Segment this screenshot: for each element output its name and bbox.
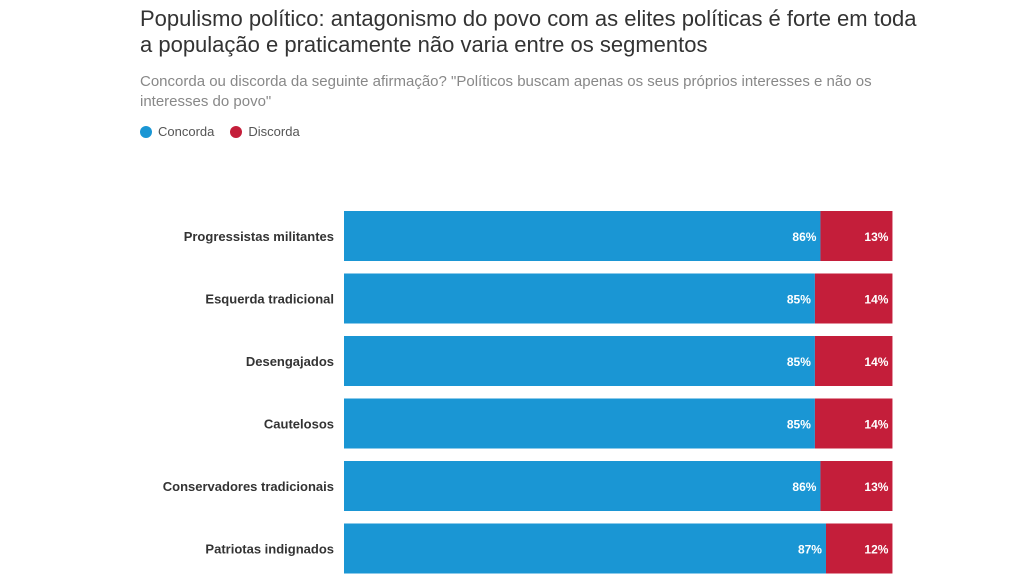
data-label-discorda: 12% bbox=[864, 543, 888, 557]
data-label-concorda: 85% bbox=[787, 355, 811, 369]
bar-concorda-progressistas-militantes bbox=[344, 211, 821, 261]
legend-item-concorda: Concorda bbox=[140, 124, 214, 139]
bar-concorda-desengajados bbox=[344, 336, 815, 386]
chart-subtitle: Concorda ou discorda da seguinte afirmaç… bbox=[140, 73, 872, 110]
legend-swatch-discorda bbox=[230, 125, 243, 138]
bar-discorda-patriotas-indignados bbox=[825, 523, 893, 574]
bar-concorda-esquerda-tradicional bbox=[344, 273, 815, 324]
chart-header: Populismo político: antagonismo do povo … bbox=[140, 6, 920, 139]
bar-discorda-conservadores-tradicionais bbox=[820, 461, 893, 511]
data-label-concorda: 85% bbox=[787, 293, 811, 307]
legend-label-concorda: Concorda bbox=[158, 124, 215, 139]
chart-title: Populismo político: antagonismo do povo … bbox=[140, 6, 917, 57]
category-label: Esquerda tradicional bbox=[205, 292, 334, 307]
data-label-concorda: 85% bbox=[787, 418, 811, 432]
data-label-concorda: 86% bbox=[792, 480, 816, 494]
bar-concorda-conservadores-tradicionais bbox=[344, 461, 821, 511]
legend-item-discorda: Discorda bbox=[230, 124, 300, 139]
bar-discorda-progressistas-militantes bbox=[820, 211, 893, 261]
data-label-discorda: 14% bbox=[864, 293, 888, 307]
data-label-discorda: 14% bbox=[864, 418, 888, 432]
chart-legend: Concorda Discorda bbox=[140, 124, 920, 139]
data-label-concorda: 87% bbox=[798, 543, 822, 557]
legend-swatch-concorda bbox=[140, 125, 152, 138]
data-label-discorda: 13% bbox=[864, 230, 888, 244]
category-label: Progressistas militantes bbox=[184, 229, 334, 244]
bar-concorda-cautelosos bbox=[344, 398, 815, 449]
data-label-discorda: 14% bbox=[864, 355, 888, 369]
bar-discorda-esquerda-tradicional bbox=[814, 273, 893, 324]
data-label-concorda: 86% bbox=[792, 230, 816, 244]
category-label: Patriotas indignados bbox=[205, 542, 334, 557]
bar-concorda-patriotas-indignados bbox=[344, 523, 826, 574]
bar-discorda-desengajados bbox=[814, 336, 893, 386]
bar-discorda-cautelosos bbox=[814, 398, 893, 449]
data-label-discorda: 13% bbox=[864, 480, 888, 494]
legend-label-discorda: Discorda bbox=[248, 124, 300, 139]
category-label: Desengajados bbox=[246, 354, 334, 369]
category-label: Conservadores tradicionais bbox=[163, 479, 334, 494]
category-label: Cautelosos bbox=[264, 417, 334, 432]
